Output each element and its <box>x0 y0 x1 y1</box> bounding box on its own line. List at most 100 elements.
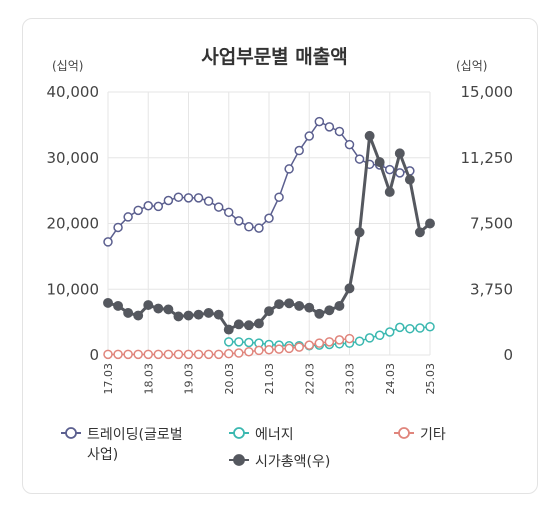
series-0-point <box>294 145 304 156</box>
y-right-tick-label: 11,250 <box>461 149 514 167</box>
legend-item-market-cap: 시가총액(우) <box>228 452 330 472</box>
series-2-point <box>123 349 133 360</box>
series-2-point <box>304 340 314 350</box>
series-3-point <box>163 304 174 315</box>
series-1-point <box>405 323 415 334</box>
series-3-point <box>354 227 365 238</box>
series-0-point <box>213 202 224 212</box>
series-2-point <box>213 349 224 360</box>
series-3-point <box>324 305 335 316</box>
y-left-tick-label: 0 <box>89 346 99 364</box>
series-0-point <box>224 207 234 218</box>
series-0-point <box>234 216 244 226</box>
series-1-point <box>415 323 425 333</box>
series-3-point <box>123 307 134 318</box>
x-tick-label: 24.03 <box>384 363 397 395</box>
legend-label-other: 기타 <box>420 427 446 443</box>
x-tick-label: 20.03 <box>223 363 236 395</box>
series-3-point <box>304 302 315 313</box>
series-3-point <box>394 148 405 159</box>
series-3-point <box>133 310 144 321</box>
series-3-point <box>364 130 375 141</box>
x-tick-label: 23.03 <box>344 363 357 395</box>
legend-label-energy: 에너지 <box>255 427 294 443</box>
series-0-point <box>133 205 143 216</box>
series-3-point <box>314 308 325 319</box>
series-3-point <box>103 297 113 308</box>
right-axis-unit: (십억) <box>456 59 488 73</box>
legend-swatch-trading <box>61 427 81 439</box>
series-3-point <box>344 283 355 294</box>
x-tick-label: 22.03 <box>303 363 316 395</box>
series-0-point <box>274 192 284 202</box>
series-2-point <box>173 349 184 360</box>
y-left-tick-label: 30,000 <box>47 149 100 167</box>
series-0-point <box>203 196 214 206</box>
series-0-point <box>183 193 194 203</box>
series-1-point <box>395 322 405 333</box>
series-2-point <box>103 349 113 360</box>
series-2-point <box>234 348 244 358</box>
series-0-point <box>254 223 264 233</box>
legend-swatch-market-cap <box>229 454 249 466</box>
legend-swatch-marker <box>65 427 77 439</box>
series-3-point <box>113 300 124 311</box>
y-left-tick-label: 40,000 <box>47 83 100 101</box>
y-right-tick-label: 7,500 <box>470 215 513 233</box>
x-tick-label: 18.03 <box>142 363 155 395</box>
series-3-point <box>425 218 435 229</box>
legend-swatch-other <box>394 427 414 439</box>
x-tick-label: 17.03 <box>102 363 115 395</box>
series-0-point <box>143 200 153 211</box>
series-2-point <box>183 349 194 360</box>
series-3-point <box>233 319 244 330</box>
series-2-point <box>314 338 325 348</box>
chart-title: 사업부문별 매출액 <box>201 46 348 68</box>
series-2-point <box>224 348 234 359</box>
series-3-point <box>143 300 154 310</box>
series-0-point <box>153 201 164 212</box>
series-1-point <box>364 333 375 343</box>
series-1-point <box>244 337 254 348</box>
series-2-point <box>334 335 345 345</box>
y-right-tick-label: 0 <box>503 346 513 364</box>
series-0-point <box>113 222 123 233</box>
y-left-tick-label: 20,000 <box>47 215 100 233</box>
series-2-point <box>274 344 284 354</box>
series-1-point <box>224 337 234 347</box>
series-3-point <box>264 306 274 317</box>
series-0-point <box>304 131 314 141</box>
series-0-point <box>334 126 345 137</box>
series-0-point <box>385 164 395 175</box>
series-2-point <box>344 333 355 344</box>
legend-item-energy: 에너지 <box>228 425 294 445</box>
series-0-point <box>123 212 133 222</box>
y-right-tick-label: 3,750 <box>470 280 513 298</box>
series-0-point <box>264 213 274 223</box>
series-1-point <box>385 327 395 337</box>
series-2-point <box>284 343 294 354</box>
series-2-point <box>264 344 274 355</box>
series-0-point <box>354 154 365 164</box>
series-1-point <box>354 336 365 346</box>
series-0-point <box>324 122 335 132</box>
series-3-point <box>253 318 264 329</box>
y-right-tick-label: 15,000 <box>461 83 514 101</box>
series-1-point <box>425 321 435 332</box>
series-3-point <box>334 300 345 311</box>
series-1-point <box>374 330 385 341</box>
legend-swatch-marker <box>398 427 410 439</box>
y-left-tick-label: 10,000 <box>47 280 100 298</box>
series-3-point <box>243 320 254 331</box>
series-3-point <box>374 157 385 168</box>
series-3-point <box>384 186 395 197</box>
series-2-point <box>133 349 143 360</box>
series-0-point <box>284 164 294 174</box>
legend-item-other: 기타 <box>393 425 446 445</box>
series-2-point <box>294 342 304 352</box>
series-2-point <box>324 337 335 347</box>
legend-label-market-cap: 시가총액(우) <box>255 454 331 470</box>
series-3-point <box>183 310 194 321</box>
series-0-point <box>103 237 113 247</box>
series-0-point <box>344 139 355 150</box>
